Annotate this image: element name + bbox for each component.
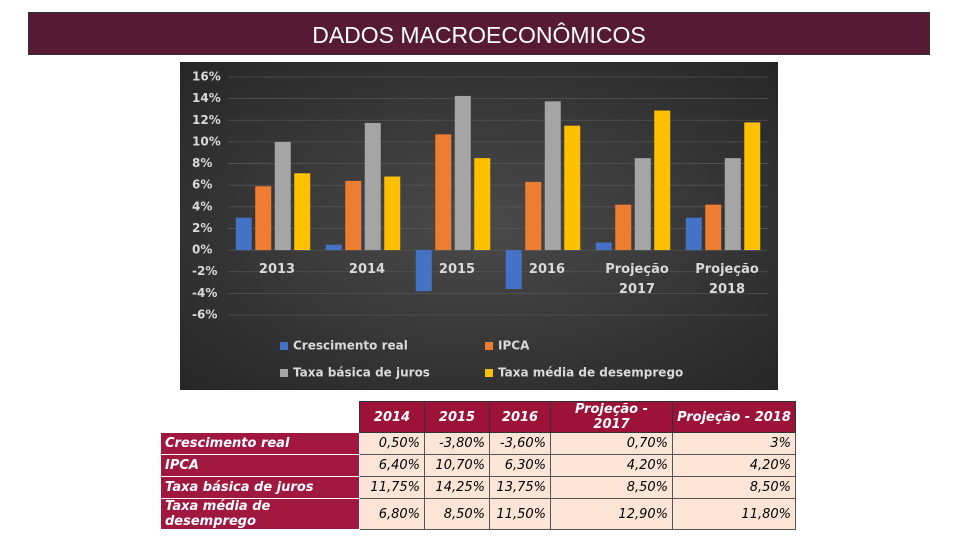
bar <box>345 180 362 251</box>
table-cell: 6,80% <box>359 498 425 530</box>
table-cell: 12,90% <box>550 498 673 530</box>
bar <box>505 250 522 290</box>
bar <box>525 181 542 251</box>
blank-cell <box>161 402 360 433</box>
bar <box>474 158 491 251</box>
bar <box>654 110 671 251</box>
bar <box>255 186 272 251</box>
bar <box>364 122 381 251</box>
table-cell: 13,75% <box>489 476 551 499</box>
bar <box>634 158 651 251</box>
bar <box>384 176 401 251</box>
table-cell: 0,50% <box>359 432 425 455</box>
legend-swatch <box>485 342 493 350</box>
y-tick-label: 12% <box>192 113 221 127</box>
bar <box>564 125 581 251</box>
header-cell: 2014 <box>359 401 425 433</box>
bar <box>615 204 632 251</box>
bar <box>454 95 471 251</box>
y-tick-label: 16% <box>192 70 221 84</box>
header-cell: 2016 <box>489 401 551 433</box>
y-tick-label: 6% <box>192 178 212 192</box>
table-cell: -3,60% <box>489 432 551 455</box>
table-cell: 10,70% <box>424 454 490 477</box>
row-label: Taxa média de desemprego <box>160 498 360 530</box>
table-cell: 11,75% <box>359 476 425 499</box>
bar <box>744 122 761 251</box>
data-table: 2014 2015 2016 Projeção - 2017 Projeção - 20… <box>160 401 796 530</box>
bar <box>595 242 612 251</box>
x-tick-label: Projeção 2017 <box>605 262 669 298</box>
y-tick-label: 8% <box>192 156 212 170</box>
bar <box>294 173 311 251</box>
header-cell: Projeção - 2018 <box>672 401 796 433</box>
y-tick-label: -6% <box>192 308 217 322</box>
table-cell: 6,30% <box>489 454 551 477</box>
table-row: Taxa básica de juros 11,75% 14,25% 13,75% 8,… <box>160 476 796 499</box>
header-cell: Projeção - 2017 <box>550 401 673 433</box>
table-cell: 3% <box>672 432 796 455</box>
table-cell: -3,80% <box>424 432 490 455</box>
chart: -6% -4% -2% 0% 2% 4% 6% 8% 10% 12% 14% 16% Crescimen… <box>180 62 778 390</box>
bar <box>415 250 432 292</box>
title-banner: DADOS MACROECONÔMICOS <box>28 12 930 55</box>
table-row: Crescimento real 0,50% -3,80% -3,60% 0,70% 3% <box>160 432 796 455</box>
legend-label: Taxa básica de juros <box>293 366 430 380</box>
bar <box>274 141 291 251</box>
chart-svg: -6% -4% -2% 0% 2% 4% 6% 8% 10% 12% 14% 16% Crescimen… <box>192 70 768 380</box>
bar <box>705 204 722 251</box>
header-cell: 2015 <box>424 401 490 433</box>
y-tick-label: -4% <box>192 286 217 300</box>
row-label: Crescimento real <box>160 432 360 455</box>
table-cell: 11,50% <box>489 498 551 530</box>
table-row: Taxa média de desemprego 6,80% 8,50% 11,50%… <box>160 498 796 530</box>
bar <box>544 101 561 251</box>
bar <box>685 217 702 251</box>
bar <box>235 217 252 251</box>
bar <box>435 134 452 251</box>
table-cell: 0,70% <box>550 432 673 455</box>
y-tick-label: 0% <box>192 243 212 257</box>
bar <box>724 158 741 251</box>
legend-label: Taxa média de desemprego <box>498 366 683 380</box>
legend-label: IPCA <box>498 339 530 353</box>
x-tick-label: 2015 <box>438 262 476 278</box>
x-tick-label: Projeção 2018 <box>695 262 759 298</box>
y-tick-label: 10% <box>192 134 221 148</box>
y-tick-label: -2% <box>192 264 217 278</box>
table-row: IPCA 6,40% 10,70% 6,30% 4,20% 4,20% <box>160 454 796 477</box>
row-label: IPCA <box>160 454 360 477</box>
bar <box>325 244 342 251</box>
legend-label: Crescimento real <box>293 339 408 353</box>
table-header-row: 2014 2015 2016 Projeção - 2017 Projeção - 20… <box>161 401 796 433</box>
legend-swatch <box>485 369 493 377</box>
table-cell: 4,20% <box>672 454 796 477</box>
y-tick-label: 2% <box>192 221 212 235</box>
table-cell: 14,25% <box>424 476 490 499</box>
table-cell: 8,50% <box>424 498 490 530</box>
table-cell: 11,80% <box>672 498 796 530</box>
legend-swatch <box>280 342 288 350</box>
table-cell: 4,20% <box>550 454 673 477</box>
x-tick-label: 2013 <box>258 262 296 278</box>
y-tick-label: 14% <box>192 91 221 105</box>
x-tick-label: 2014 <box>348 262 386 278</box>
table-cell: 8,50% <box>550 476 673 499</box>
table-cell: 8,50% <box>672 476 796 499</box>
x-tick-label: 2016 <box>528 262 566 278</box>
row-label: Taxa básica de juros <box>160 476 360 499</box>
legend-swatch <box>280 369 288 377</box>
y-tick-label: 4% <box>192 199 212 213</box>
table-cell: 6,40% <box>359 454 425 477</box>
